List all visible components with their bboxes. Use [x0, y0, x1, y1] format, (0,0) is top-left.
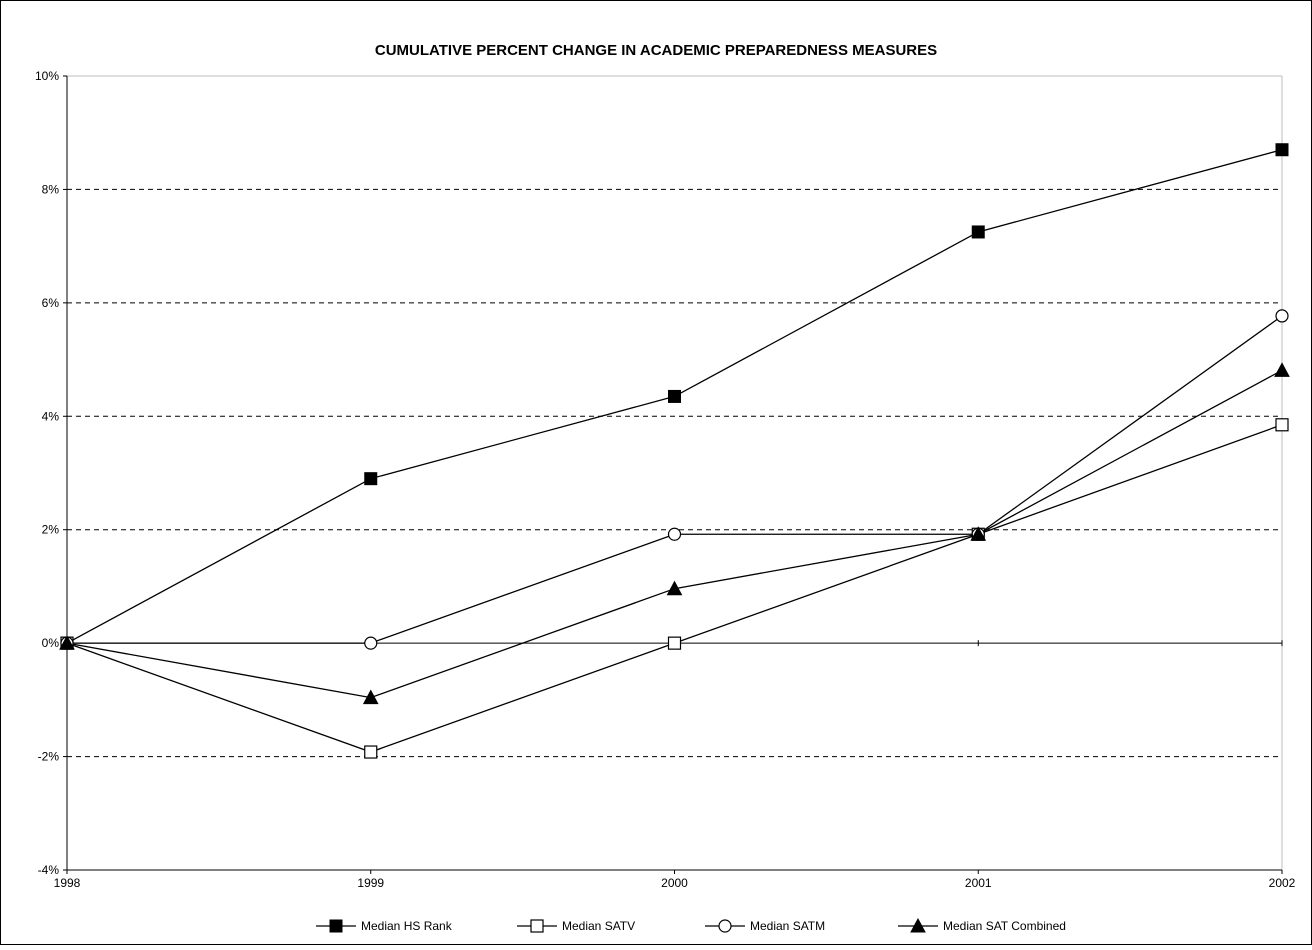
- y-tick-label: 10%: [35, 69, 59, 83]
- x-tick-label: 2001: [965, 876, 992, 890]
- x-tick-label: 1998: [54, 876, 81, 890]
- legend-marker: [530, 919, 544, 933]
- data-point: [364, 636, 378, 650]
- legend-label: Median SATV: [562, 919, 635, 933]
- y-tick-label: 2%: [42, 523, 60, 537]
- data-point: [364, 745, 378, 759]
- x-tick-label: 1999: [357, 876, 384, 890]
- data-point: [1274, 362, 1290, 377]
- axes: 10% 8% 6% 4% 2% 0% -2% -4%1998 1999 2000 2001 2002: [35, 69, 1296, 890]
- legend-label: Median SATM: [750, 919, 825, 933]
- data-point: [666, 580, 683, 596]
- x-tick-label: 2000: [661, 876, 688, 890]
- legend-marker: [718, 919, 732, 933]
- legend-label: Median HS Rank: [361, 919, 453, 933]
- data-point: [668, 389, 681, 403]
- y-tick-label: -2%: [38, 750, 60, 764]
- data-point: [1275, 418, 1289, 432]
- legend: Median HS Rank Median SATV Median SATM Medi…: [316, 917, 1066, 933]
- data-point: [59, 635, 75, 650]
- data-point: [667, 527, 682, 541]
- data-point: [1275, 309, 1289, 323]
- y-tick-label: 6%: [42, 296, 60, 310]
- data-point: [970, 526, 987, 541]
- data-point: [364, 472, 378, 486]
- series-group: [59, 143, 1290, 759]
- data-point: [971, 225, 985, 239]
- data-point: [667, 636, 682, 650]
- legend-marker: [910, 917, 926, 933]
- x-tick-label: 2002: [1269, 876, 1296, 890]
- y-tick-label: 0%: [42, 636, 60, 650]
- legend-marker: [329, 919, 343, 933]
- chart-title: CUMULATIVE PERCENT CHANGE IN ACADEMIC PR…: [375, 42, 937, 59]
- y-tick-label: -4%: [38, 863, 60, 877]
- y-tick-label: 8%: [42, 182, 60, 196]
- data-point: [1275, 143, 1289, 157]
- grid-lines: [67, 188, 1282, 758]
- data-point: [362, 689, 379, 705]
- legend-label: Median SAT Combined: [943, 919, 1066, 933]
- y-tick-label: 4%: [42, 409, 60, 423]
